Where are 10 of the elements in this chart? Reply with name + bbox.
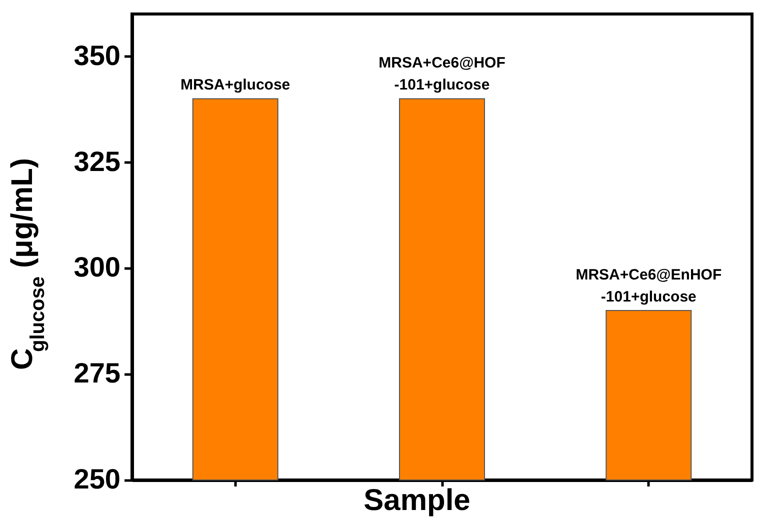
y-tick-label: 300 [74, 252, 120, 283]
y-tick-label: 350 [74, 40, 120, 71]
y-tick-label: 275 [74, 358, 120, 389]
y-tick-label: 250 [74, 464, 120, 494]
category-label: MRSA+Ce6@EnHOF -101+glucose [576, 266, 722, 306]
category-label: MRSA+Ce6@HOF -101+glucose [378, 54, 506, 94]
y-axis-title: Cglucose (μg/mL) [6, 158, 49, 370]
x-tick-label: MRSA+glucose [180, 76, 290, 94]
y-tick-label: 325 [74, 146, 120, 177]
x-axis-title: Sample [364, 484, 470, 517]
